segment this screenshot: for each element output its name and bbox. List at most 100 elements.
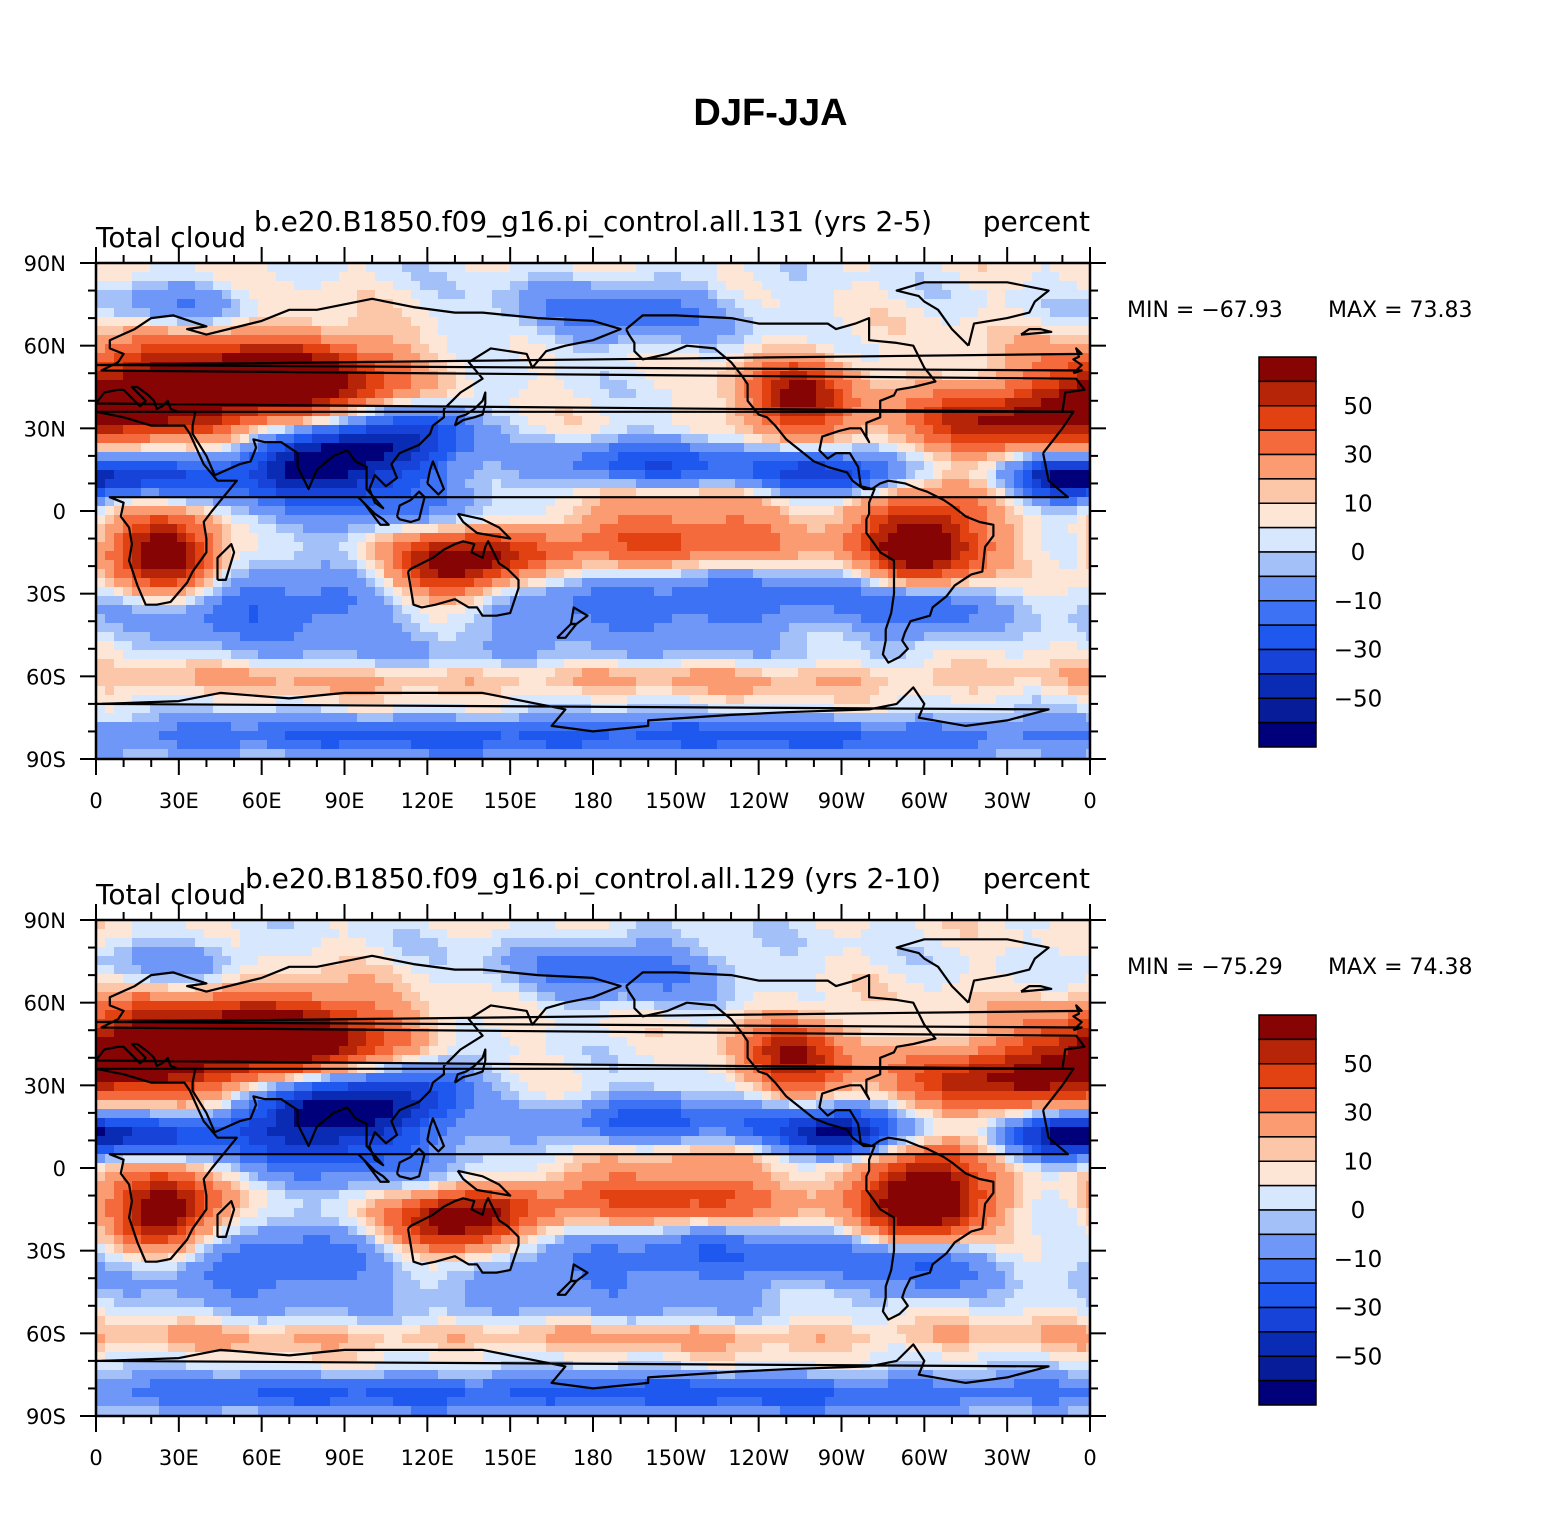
colorbar-swatch (1258, 575, 1317, 602)
panel-right-title: percent (983, 205, 1090, 238)
colorbar: 50 30 10 0 −10 −30 −50 (1258, 356, 1383, 748)
lat-tick-label: 0 (53, 1157, 66, 1181)
panel-right-title: percent (983, 862, 1090, 895)
min-value: MIN = −75.29 (1127, 955, 1283, 980)
lat-tick-label: 0 (53, 500, 66, 524)
colorbar-swatch (1258, 1282, 1317, 1309)
lon-tick-label: 120W (728, 1446, 789, 1470)
colorbar-label: 50 (1343, 1052, 1372, 1078)
lon-tick-label: 30E (159, 789, 199, 813)
colorbar-swatch (1258, 697, 1317, 724)
colorbar-swatch (1258, 429, 1317, 456)
colorbar-label: −30 (1334, 638, 1383, 664)
lon-tick-label: 120E (401, 789, 454, 813)
lat-tick-label: 60N (24, 992, 66, 1016)
lon-tick-label: 30W (983, 789, 1031, 813)
lon-tick-label: 60E (242, 1446, 282, 1470)
coastlines (96, 938, 1086, 1390)
lon-tick-label: 120W (728, 789, 789, 813)
colorbar-swatch (1258, 551, 1317, 578)
colorbar-swatch (1258, 1331, 1317, 1357)
lon-tick-label: 180 (573, 1446, 613, 1470)
panel-left-title: Total cloud (95, 878, 246, 911)
panel-center-title: b.e20.B1850.f09_g16.pi_control.all.131 (… (254, 205, 932, 238)
colorbar-label: −10 (1334, 1247, 1383, 1273)
colorbar-swatch (1258, 721, 1317, 748)
panel-center-title: b.e20.B1850.f09_g16.pi_control.all.129 (… (245, 862, 941, 895)
lon-tick-label: 90E (325, 789, 365, 813)
colorbar-swatch (1258, 356, 1317, 383)
colorbar-swatch (1258, 380, 1317, 407)
colorbar-label: 0 (1351, 540, 1366, 566)
colorbar-label: 10 (1343, 491, 1372, 517)
panel-left-title: Total cloud (95, 221, 246, 254)
colorbar-swatch (1258, 453, 1317, 480)
colorbar-swatch (1258, 1184, 1317, 1211)
lon-tick-label: 150E (483, 789, 536, 813)
lat-tick-label: 90S (26, 748, 66, 772)
colorbar-swatch (1258, 502, 1317, 529)
lon-tick-label: 30W (983, 1446, 1031, 1470)
colorbar: 50 30 10 0 −10 −30 −50 (1258, 1014, 1383, 1406)
colorbar-swatch (1258, 1160, 1317, 1187)
colorbar-swatch (1258, 624, 1317, 651)
colorbar-swatch (1258, 1087, 1317, 1114)
lon-tick-label: 0 (1083, 789, 1096, 813)
colorbar-swatch (1258, 648, 1317, 675)
colorbar-label: 30 (1343, 1101, 1372, 1127)
lon-tick-label: 90W (818, 1446, 866, 1470)
lon-tick-label: 90W (818, 789, 866, 813)
lon-tick-label: 30E (159, 1446, 199, 1470)
colorbar-swatch (1258, 405, 1317, 431)
lat-tick-label: 30N (24, 417, 66, 441)
lat-tick-label: 90S (26, 1405, 66, 1429)
lon-tick-label: 90E (325, 1446, 365, 1470)
figure-title: DJF-JJA (693, 92, 848, 134)
colorbar-swatch (1258, 526, 1317, 553)
colorbar-swatch (1258, 1233, 1317, 1260)
cloud-anomaly-field (96, 263, 1090, 759)
max-value: MAX = 74.38 (1328, 955, 1473, 980)
colorbar-label: −50 (1334, 686, 1383, 712)
colorbar-swatch (1258, 1014, 1317, 1041)
lat-tick-label: 30S (26, 1240, 66, 1264)
lon-tick-label: 0 (89, 1446, 102, 1470)
colorbar-swatch (1258, 1355, 1317, 1382)
lon-tick-label: 60W (901, 1446, 949, 1470)
lat-tick-label: 90N (24, 252, 66, 276)
lon-tick-label: 150E (483, 1446, 536, 1470)
colorbar-swatch (1258, 673, 1317, 699)
lon-tick-label: 60W (901, 789, 949, 813)
lon-tick-label: 0 (1083, 1446, 1096, 1470)
axis-ticks (80, 904, 1106, 1432)
colorbar-swatch (1258, 1111, 1317, 1138)
colorbar-swatch (1258, 600, 1317, 626)
colorbar-swatch (1258, 478, 1317, 504)
colorbar-label: 50 (1343, 394, 1372, 420)
lat-tick-label: 30N (24, 1074, 66, 1098)
lat-tick-label: 60S (26, 665, 66, 689)
lon-tick-label: 0 (89, 789, 102, 813)
lat-tick-label: 30S (26, 583, 66, 607)
lon-tick-label: 150W (645, 789, 706, 813)
lon-tick-label: 60E (242, 789, 282, 813)
lon-tick-label: 150W (645, 1446, 706, 1470)
colorbar-label: 30 (1343, 443, 1372, 469)
lat-tick-label: 60N (24, 335, 66, 359)
colorbar-label: −10 (1334, 589, 1383, 615)
colorbar-swatch (1258, 1306, 1317, 1333)
map-panel-2: 90N 60N 30N 0 30S 60S 90S 0 30E 60E 90E 120E 150E 180… (24, 862, 1473, 1470)
colorbar-swatch (1258, 1136, 1317, 1162)
colorbar-label: −30 (1334, 1296, 1383, 1322)
min-value: MIN = −67.93 (1127, 298, 1283, 323)
lat-tick-label: 60S (26, 1322, 66, 1346)
lon-tick-label: 120E (401, 1446, 454, 1470)
colorbar-swatch (1258, 1063, 1317, 1089)
max-value: MAX = 73.83 (1328, 298, 1473, 323)
colorbar-label: 0 (1351, 1198, 1366, 1224)
colorbar-swatch (1258, 1379, 1317, 1406)
axis-ticks (80, 247, 1106, 775)
lon-tick-label: 180 (573, 789, 613, 813)
colorbar-swatch (1258, 1209, 1317, 1236)
map-panel-1: 90N 60N 30N 0 30S 60S 90S 0 30E 60E 90E 120E 150E 180… (24, 205, 1473, 813)
